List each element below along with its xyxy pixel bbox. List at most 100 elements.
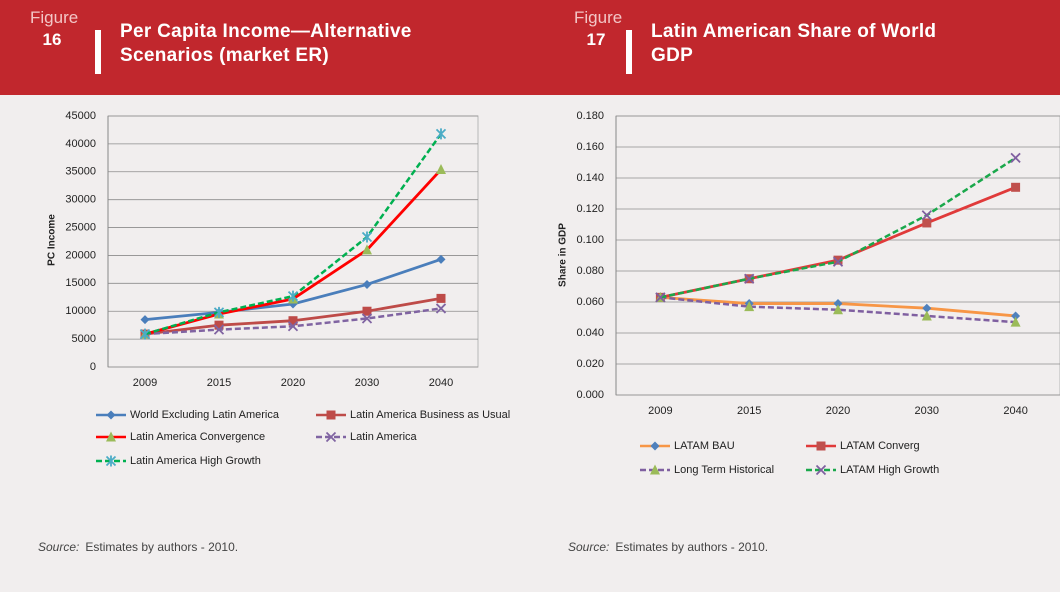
chart-title: Latin American Share of World GDP xyxy=(651,21,937,66)
marker xyxy=(921,310,932,321)
marker xyxy=(1011,182,1021,192)
marker xyxy=(833,255,843,265)
marker xyxy=(287,290,299,302)
x-tick-label: 2020 xyxy=(281,377,305,389)
header-band xyxy=(0,0,1060,95)
marker xyxy=(922,218,932,228)
marker xyxy=(362,306,372,316)
figure-label: Figure xyxy=(574,8,623,27)
y-tick-label: 0.100 xyxy=(576,234,604,246)
series-line xyxy=(660,186,1017,299)
legend-marker xyxy=(816,441,826,451)
source-label: Source: xyxy=(38,540,80,554)
legend-marker xyxy=(105,455,117,467)
series-line xyxy=(144,133,443,336)
y-tick-label: 0.040 xyxy=(576,327,604,339)
marker xyxy=(744,301,755,312)
x-tick-label: 2015 xyxy=(737,405,761,417)
marker xyxy=(833,299,843,309)
figure-number: 16 xyxy=(42,30,62,49)
marker xyxy=(436,164,446,175)
marker xyxy=(140,315,150,325)
y-tick-label: 0.160 xyxy=(576,141,604,153)
y-axis-label: Share in GDP xyxy=(558,223,569,287)
legend-label: Latin America Business as Usual xyxy=(350,409,510,421)
series-line xyxy=(660,296,1016,324)
series-line xyxy=(144,258,442,321)
y-tick-label: 0.020 xyxy=(576,358,604,370)
marker xyxy=(655,292,666,303)
divider xyxy=(626,30,632,74)
x-tick-label: 2040 xyxy=(429,377,453,389)
marker xyxy=(435,128,447,140)
y-tick-label: 25000 xyxy=(65,221,96,233)
marker xyxy=(287,321,299,332)
plot-area xyxy=(615,115,1060,396)
marker xyxy=(362,279,372,289)
legend-label: Latin America Convergence xyxy=(130,431,265,443)
legend-label: LATAM BAU xyxy=(674,440,735,452)
y-tick-label: 0.060 xyxy=(576,296,604,308)
marker xyxy=(922,303,932,313)
legend-label: Long Term Historical xyxy=(674,464,774,476)
x-tick-label: 2040 xyxy=(1003,405,1027,417)
marker xyxy=(1011,311,1021,321)
divider xyxy=(95,30,101,74)
marker xyxy=(139,328,151,340)
legend-label: LATAM Converg xyxy=(840,440,920,452)
marker xyxy=(214,320,224,330)
y-tick-label: 0.140 xyxy=(576,172,604,184)
y-tick-label: 40000 xyxy=(65,138,96,150)
marker xyxy=(436,293,446,303)
source: Source: Estimates by authors - 2010. xyxy=(568,540,768,554)
legend-marker xyxy=(325,431,337,443)
source: Source: Estimates by authors - 2010. xyxy=(38,540,238,554)
marker xyxy=(213,306,225,318)
source-text: Estimates by authors - 2010. xyxy=(615,540,769,554)
marker xyxy=(921,210,932,221)
figure-label: Figure xyxy=(30,8,79,27)
y-tick-label: 0.000 xyxy=(576,389,604,401)
legend-marker xyxy=(106,431,116,442)
marker xyxy=(213,324,225,335)
legend-label: Latin America High Growth xyxy=(130,455,261,467)
marker xyxy=(288,316,298,326)
chart-title: Per Capita Income—Alternative Scenarios … xyxy=(120,21,412,66)
marker xyxy=(436,254,446,264)
source-label: Source: xyxy=(568,540,610,554)
marker xyxy=(361,313,373,324)
legend-marker xyxy=(650,464,660,475)
legend-marker xyxy=(106,410,116,420)
y-tick-label: 5000 xyxy=(72,333,96,345)
y-tick-label: 0.080 xyxy=(576,265,604,277)
legend-label: World Excluding Latin America xyxy=(130,409,280,421)
y-tick-label: 35000 xyxy=(65,166,96,178)
marker xyxy=(362,244,372,255)
x-tick-label: 2030 xyxy=(355,377,379,389)
y-tick-label: 45000 xyxy=(65,110,96,122)
marker xyxy=(1010,316,1021,327)
x-tick-label: 2020 xyxy=(826,405,850,417)
marker xyxy=(435,303,447,314)
y-tick-label: 30000 xyxy=(65,194,96,206)
x-tick-label: 2009 xyxy=(133,377,157,389)
legend-marker xyxy=(650,441,660,451)
marker xyxy=(361,231,373,243)
y-tick-label: 20000 xyxy=(65,249,96,261)
series-line xyxy=(660,156,1017,299)
marker xyxy=(833,304,843,315)
legend-marker xyxy=(326,410,336,420)
y-tick-label: 15000 xyxy=(65,277,96,289)
legend-marker xyxy=(815,464,827,476)
x-tick-label: 2009 xyxy=(648,405,672,417)
marker xyxy=(832,256,844,267)
y-tick-label: 0 xyxy=(90,361,96,373)
figure-number: 17 xyxy=(586,30,606,49)
legend-label: LATAM High Growth xyxy=(840,464,939,476)
y-tick-label: 10000 xyxy=(65,305,96,317)
y-tick-label: 0.180 xyxy=(576,110,604,122)
legend-label: Latin America xyxy=(350,431,418,443)
marker xyxy=(744,273,755,284)
marker xyxy=(1010,152,1021,163)
